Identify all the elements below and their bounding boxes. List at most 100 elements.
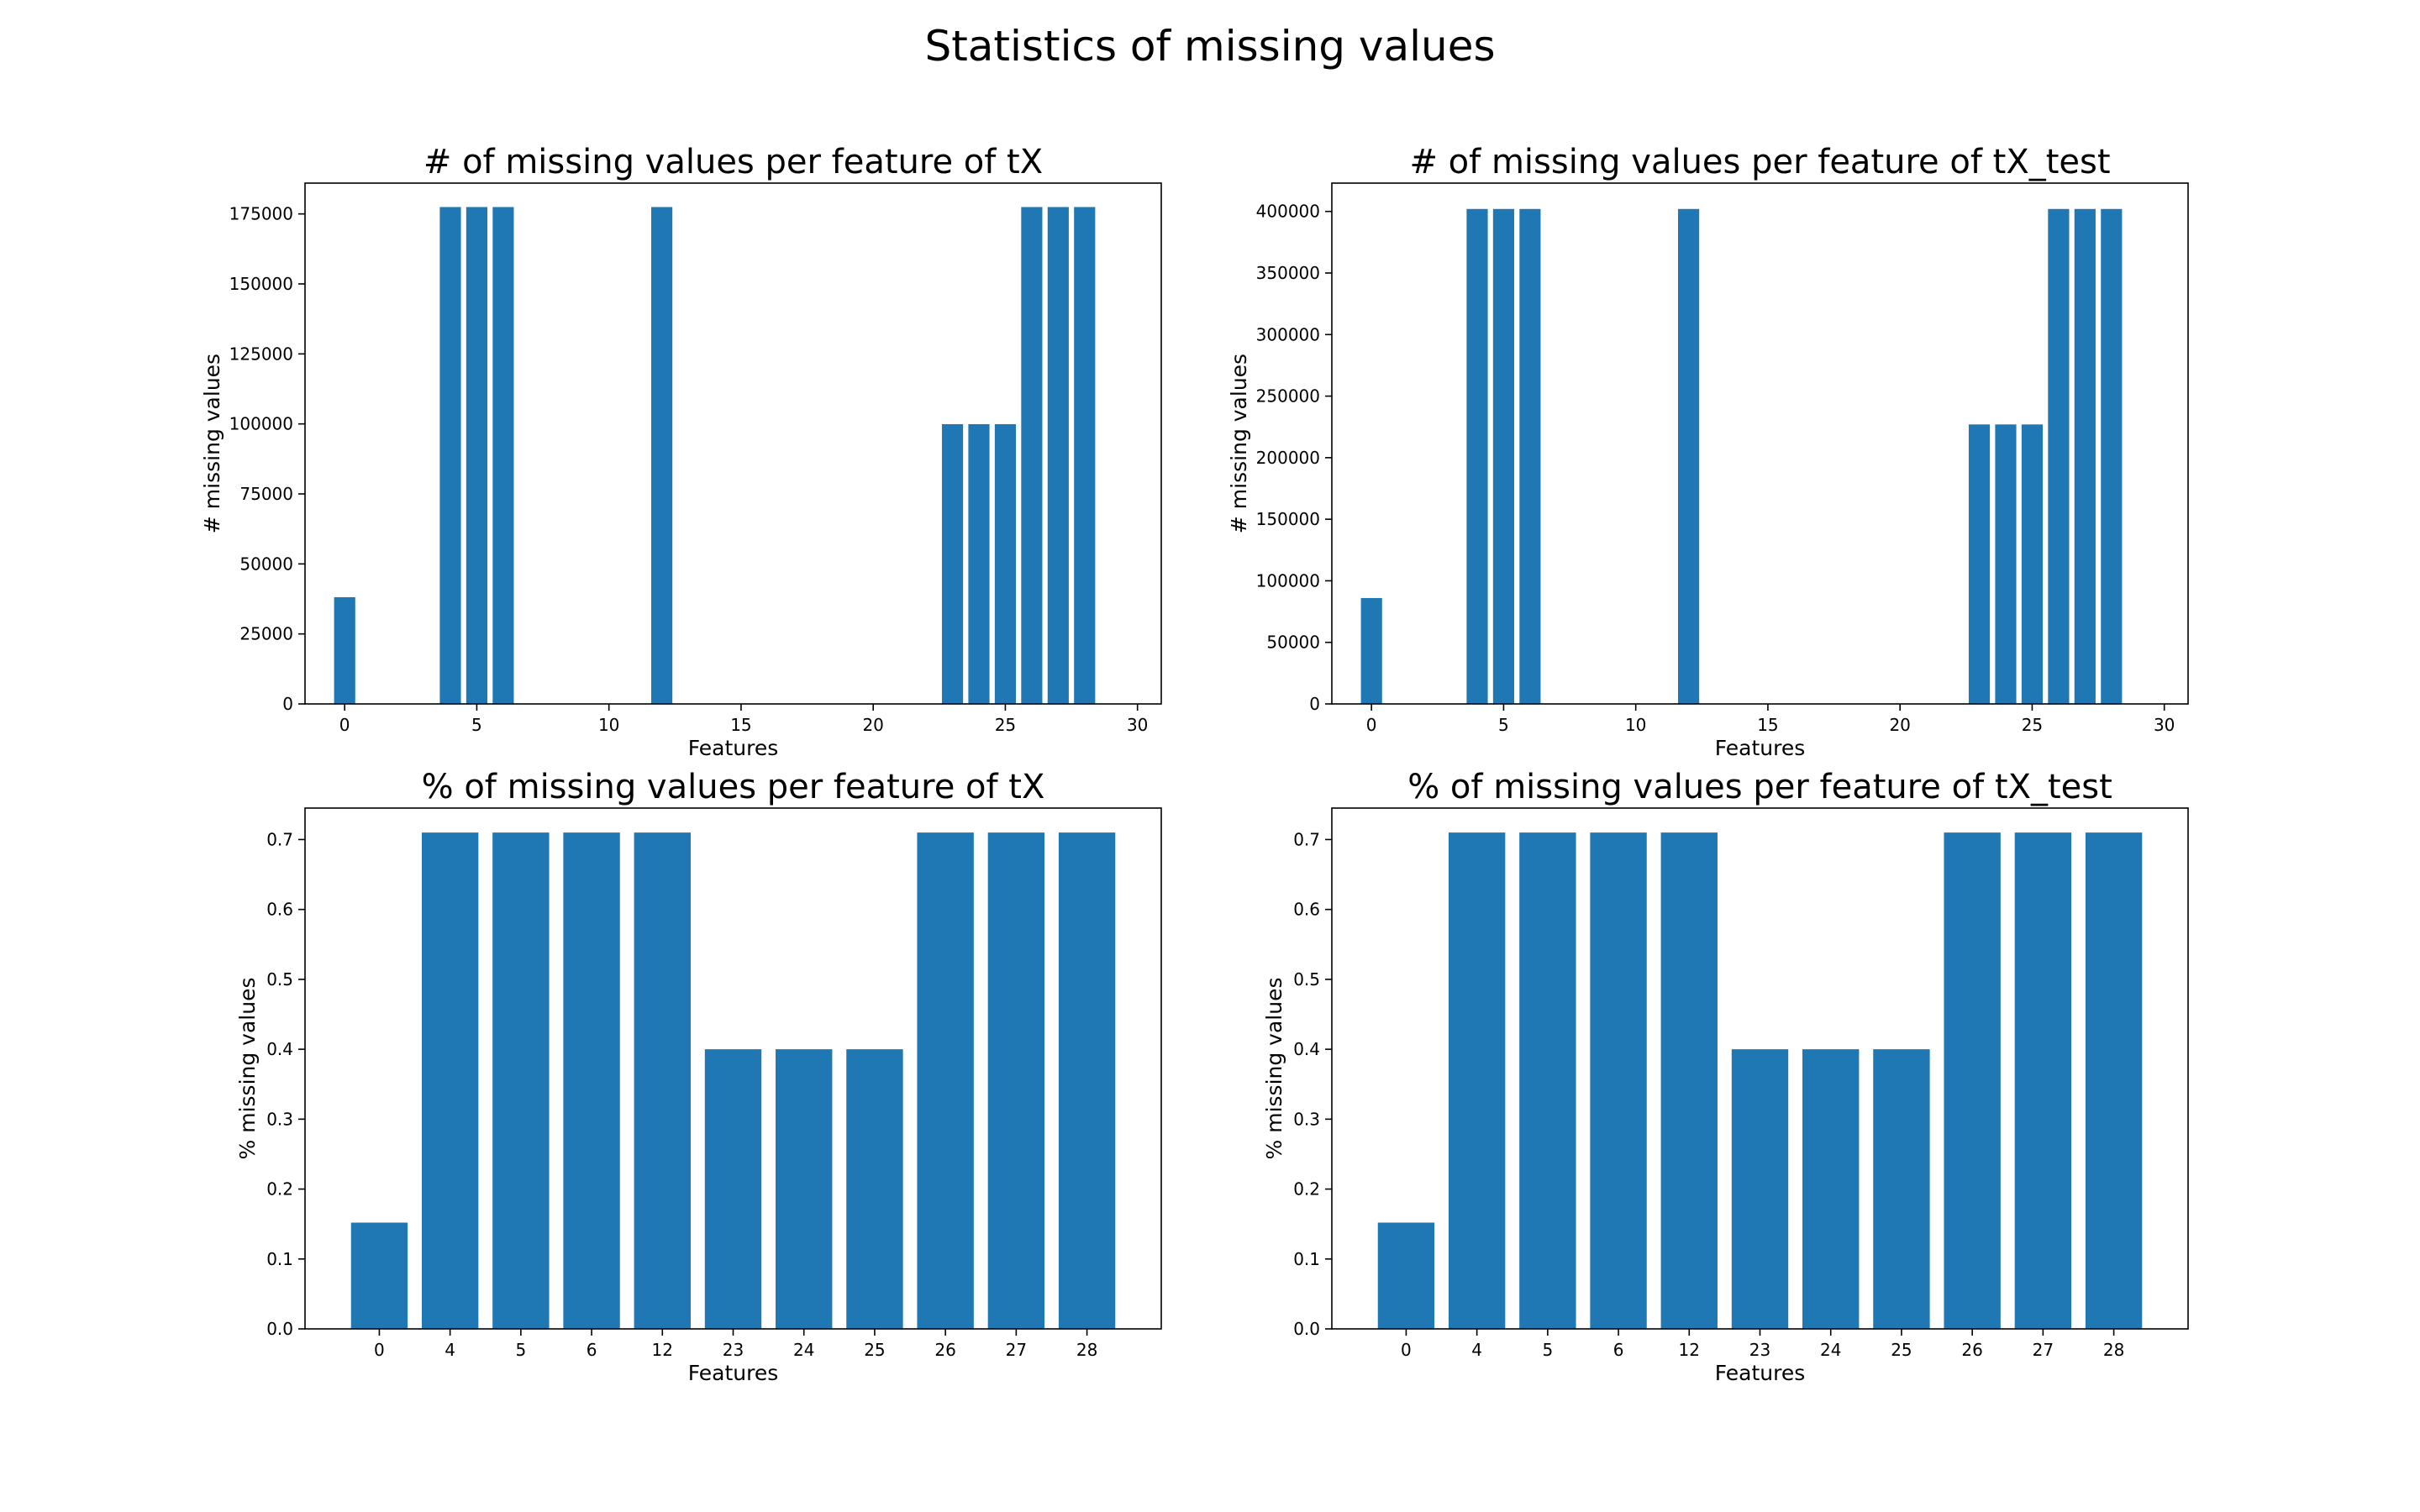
bar [2101,208,2123,704]
bar [421,832,479,1329]
y-tick-label: 0.4 [266,1039,293,1059]
bar [492,207,514,704]
y-tick-label: 0.1 [266,1249,293,1269]
x-tick-label: 30 [2154,715,2175,735]
y-tick-label: 0.2 [1293,1179,1320,1200]
x-axis-label: Features [1715,1361,1806,1385]
y-tick-label: 175000 [229,204,293,224]
chart-count-tx: 0 25000 50000 75000 100000 125000 150000 175000… [200,143,1162,760]
chart-pct-tx-test: 0.0 0.1 0.2 0.3 0.4 0.5 0.6 0.7 0 4 5 6 12 23 24 25 26 27… [1262,768,2189,1385]
bar [563,832,620,1329]
x-tick-label: 0 [1366,715,1377,735]
y-tick-label: 0.7 [1293,829,1320,849]
y-tick-label: 250000 [1256,386,1320,407]
chart-title: % of missing values per feature of tX [422,768,1045,806]
bar [1802,1049,1860,1329]
bar [634,832,691,1329]
chart-pct-tx: 0.0 0.1 0.2 0.3 0.4 0.5 0.6 0.7 0 4 5 6 12 23 24 25 26 27… [235,768,1162,1385]
y-tick-label: 0.5 [1293,969,1320,990]
x-tick-label: 0 [374,1340,385,1360]
bar [1995,424,2017,704]
x-tick-label: 0 [339,715,350,735]
y-tick-label: 100000 [1256,570,1320,591]
bar [466,207,488,704]
y-tick-label: 0.1 [1293,1249,1320,1269]
bar [917,832,974,1329]
bar [1944,832,2001,1329]
x-tick-label: 25 [864,1340,885,1360]
bar [1873,1049,1930,1329]
x-axis-label: Features [1715,736,1806,760]
bar [1968,424,1991,704]
y-tick-label: 0 [1309,694,1320,714]
y-tick-label: 25000 [239,624,293,644]
bar [1058,832,1116,1329]
chart-count-tx-test: 0 50000 100000 150000 200000 250000 300000 3500… [1227,143,2189,760]
bar [2048,208,2070,704]
bar [1731,1049,1789,1329]
x-tick-label: 25 [995,715,1016,735]
x-tick-label: 12 [1679,1340,1700,1360]
bar [2014,832,2072,1329]
subplots: 0 25000 5 0 0 0 0 75000 100000 125000 150000 175000… [200,143,2189,1385]
y-tick-label: 75000 [239,484,293,504]
x-tick-label: 28 [1076,1340,1097,1360]
bar [1466,208,1488,704]
x-axis-label: Features [688,1361,779,1385]
y-tick-label: 0.2 [266,1179,293,1200]
y-axis-label: % missing values [1262,978,1286,1160]
y-tick-label: 0.5 [266,969,293,990]
y-tick-label: 0.6 [266,900,293,920]
x-tick-label: 15 [730,715,751,735]
bar [1519,208,1541,704]
y-tick-label: 300000 [1256,324,1320,344]
bar [994,423,1017,704]
x-tick-label: 5 [1542,1340,1553,1360]
bar [1660,832,1718,1329]
x-tick-label: 27 [2033,1340,2054,1360]
x-tick-label: 26 [1961,1340,1982,1360]
y-tick-label: 400000 [1256,202,1320,222]
x-tick-label: 30 [1127,715,1148,735]
bar [334,596,355,704]
y-tick-label: 0.3 [1293,1109,1320,1129]
x-tick-label: 15 [1757,715,1778,735]
axes-frame [1331,182,2189,705]
x-tick-label: 6 [1613,1340,1624,1360]
y-axis-label: % missing values [235,978,260,1160]
x-tick-label: 4 [445,1340,455,1360]
x-tick-label: 27 [1006,1340,1027,1360]
x-tick-label: 25 [2022,715,2043,735]
bar [1678,208,1700,704]
x-tick-label: 10 [598,715,619,735]
bar [2021,424,2044,704]
x-tick-label: 20 [1889,715,1910,735]
x-tick-label: 12 [652,1340,673,1360]
y-tick-label: 0.4 [1293,1039,1320,1059]
x-tick-label: 24 [793,1340,814,1360]
y-tick-label: 0.3 [266,1109,293,1129]
chart-title: # of missing values per feature of tX [424,143,1043,181]
bar [968,423,990,704]
x-tick-label: 5 [471,715,482,735]
x-tick-label: 4 [1471,1340,1482,1360]
x-tick-label: 24 [1820,1340,1841,1360]
chart-title: % of missing values per feature of tX_te… [1407,768,2112,806]
y-tick-label: 0.0 [1293,1319,1320,1339]
bar [1519,832,1576,1329]
figure-title: Statistics of missing values [924,22,1495,71]
bar [2085,832,2143,1329]
x-tick-label: 6 [587,1340,597,1360]
x-tick-label: 0 [1401,1340,1412,1360]
bar [439,207,461,704]
y-axis-label: # missing values [200,354,224,533]
x-tick-label: 25 [1891,1340,1912,1360]
x-tick-label: 5 [1498,715,1509,735]
chart-title: # of missing values per feature of tX_te… [1409,143,2110,181]
y-tick-label: 100000 [229,414,293,434]
bar [1377,1222,1435,1329]
y-tick-label: 150000 [229,274,293,294]
y-tick-label: 125000 [229,344,293,364]
bar [1360,597,1382,704]
y-tick-label: 150000 [1256,509,1320,529]
